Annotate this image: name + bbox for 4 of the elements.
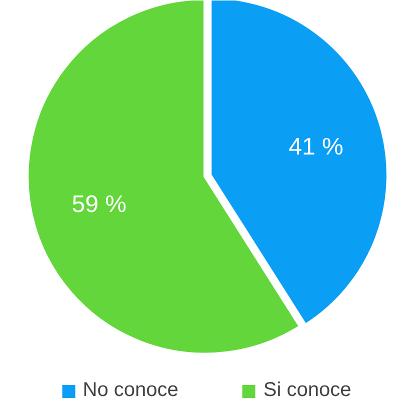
legend-label: No conoce [82, 379, 178, 402]
data-label: 41 % [288, 133, 344, 160]
legend-label: Si conoce [263, 379, 352, 402]
data-label: 59 % [72, 191, 126, 218]
